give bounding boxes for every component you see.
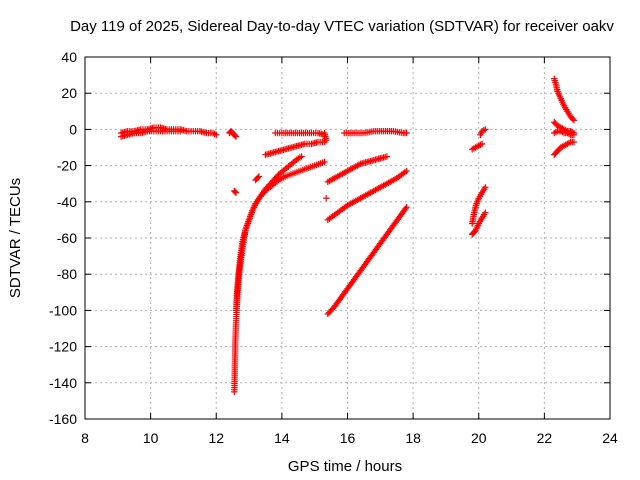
x-tick-label: 14 [274, 430, 290, 446]
y-tick-label: -40 [57, 194, 77, 210]
y-tick-label: -20 [57, 158, 77, 174]
series-seg-d [231, 187, 240, 196]
x-tick-label: 20 [471, 430, 487, 446]
data-point [478, 140, 486, 148]
y-tick-label: -80 [57, 266, 77, 282]
data-point [569, 115, 577, 123]
series-seg-t [551, 75, 578, 124]
data-point [255, 173, 263, 180]
series-seg-m [324, 167, 410, 224]
series-seg-c [226, 128, 240, 140]
data-points [117, 75, 578, 396]
data-point [213, 131, 220, 139]
data-point [403, 167, 410, 175]
y-axis-label: SDTVAR / TECUs [7, 178, 24, 298]
data-point [482, 209, 489, 216]
y-tick-label: 20 [61, 85, 77, 101]
y-tick-label: -140 [49, 375, 77, 391]
data-point [232, 133, 240, 140]
data-point [231, 132, 239, 139]
plot-frame [84, 56, 611, 420]
data-point [176, 128, 184, 135]
y-tick-label: -100 [49, 302, 77, 318]
y-tick-label: -120 [49, 339, 77, 355]
data-point [402, 205, 409, 212]
series-seg-s [468, 209, 489, 238]
series-seg-w [551, 138, 578, 158]
series-seg-l [324, 153, 391, 186]
data-point [298, 153, 305, 160]
data-point [232, 189, 240, 196]
series-seg-f [232, 158, 328, 314]
series-seg-o [341, 128, 410, 137]
data-point [482, 126, 489, 133]
data-point [570, 117, 578, 124]
series-seg-n [324, 204, 410, 318]
grid [85, 57, 610, 419]
series-seg-g [252, 173, 263, 184]
x-tick-label: 18 [405, 430, 421, 446]
data-point [322, 194, 330, 202]
y-tick-label: -160 [49, 411, 77, 427]
data-point [482, 184, 489, 191]
y-tick-label: 0 [69, 121, 77, 137]
series-seg-i [272, 129, 328, 139]
data-point [231, 188, 239, 196]
data-point [254, 174, 262, 181]
x-tick-label: 12 [208, 430, 224, 446]
x-axis-label: GPS time / hours [288, 458, 402, 475]
y-tick-label: -60 [57, 230, 77, 246]
series-seg-k [322, 194, 330, 202]
series-seg-q [477, 126, 489, 139]
data-point [322, 137, 330, 144]
data-point [321, 158, 328, 166]
series-seg-v [551, 128, 578, 139]
series-seg-h [262, 138, 328, 158]
series-seg-j [321, 129, 330, 144]
axes-ticks: 8 10 12 14 16 18 20 22 24 -160 -140 -120 -100 -80 -60 -… [49, 49, 618, 446]
data-point [570, 131, 578, 139]
chart-title: Day 119 of 2025, Sidereal Day-to-day VTE… [70, 18, 614, 35]
data-point [570, 138, 578, 146]
x-tick-label: 24 [602, 430, 618, 446]
data-point [383, 153, 391, 160]
x-tick-label: 22 [537, 430, 553, 446]
y-tick-label: 40 [61, 49, 77, 65]
series-seg-p [468, 140, 486, 153]
series-seg-r [468, 184, 489, 227]
x-tick-label: 10 [143, 430, 159, 446]
data-point [274, 172, 281, 180]
x-tick-label: 8 [81, 430, 89, 446]
data-point [403, 204, 410, 211]
data-point [403, 129, 410, 137]
x-tick-label: 16 [340, 430, 356, 446]
series-seg-b [117, 128, 184, 140]
